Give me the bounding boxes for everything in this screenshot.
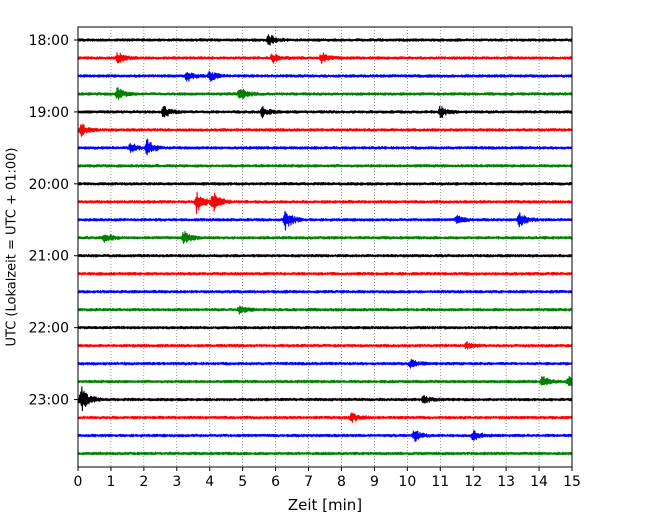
x-tick-label: 0 (74, 474, 83, 490)
y-axis-label: UTC (Lokalzeit = UTC + 01:00) (5, 148, 20, 347)
x-tick-label: 10 (398, 474, 416, 490)
trace-2115 (77, 271, 573, 276)
x-tick-label: 15 (563, 474, 581, 490)
trace-1930 (77, 138, 573, 156)
trace-1915 (77, 123, 573, 137)
x-tick-label: 12 (464, 474, 482, 490)
x-tick-label: 2 (139, 474, 148, 490)
trace-1845 (77, 87, 573, 101)
y-tick-label: 22:00 (29, 321, 69, 337)
trace-2245 (77, 375, 573, 387)
x-tick-label: 5 (238, 474, 247, 490)
x-tick-label: 8 (337, 474, 346, 490)
x-tick-label: 7 (304, 474, 313, 490)
x-tick-label: 13 (497, 474, 515, 490)
vertical-grid (110, 27, 540, 467)
y-tick-label: 19:00 (29, 105, 69, 121)
trace-1900 (77, 105, 573, 119)
y-tick-label: 18:00 (29, 33, 69, 49)
trace-2015 (77, 191, 573, 215)
y-axis: 18:00 19:00 20:00 21:00 22:00 23:00 (29, 33, 78, 409)
x-axis-label: Zeit [min] (288, 496, 362, 514)
trace-1830 (77, 70, 573, 82)
trace-1945 (77, 164, 573, 168)
x-axis: 0 1 2 3 4 5 6 7 8 9 10 11 12 13 14 15 (74, 467, 581, 490)
trace-group (77, 34, 573, 456)
trace-2030 (77, 210, 573, 231)
x-tick-label: 14 (530, 474, 548, 490)
trace-2130 (77, 289, 573, 294)
trace-2230 (77, 358, 573, 369)
trace-2045 (77, 230, 573, 244)
trace-2000 (77, 181, 573, 186)
x-tick-label: 1 (106, 474, 115, 490)
trace-2200 (77, 325, 573, 330)
plot-frame (77, 26, 573, 468)
trace-2145 (77, 305, 573, 315)
trace-2215 (77, 341, 573, 350)
x-tick-label: 3 (172, 474, 181, 490)
x-tick-label: 6 (271, 474, 280, 490)
y-tick-label: 23:00 (29, 393, 69, 409)
x-tick-label: 11 (431, 474, 449, 490)
y-tick-label: 21:00 (29, 249, 69, 265)
trace-2100 (77, 253, 573, 258)
trace-1800 (77, 34, 573, 46)
trace-2300 (77, 386, 573, 412)
x-tick-label: 4 (205, 474, 214, 490)
trace-2315 (77, 412, 573, 423)
x-tick-label: 9 (370, 474, 379, 490)
trace-1815 (77, 52, 573, 65)
y-tick-label: 20:00 (29, 177, 69, 193)
trace-2345 (77, 451, 573, 456)
trace-2330 (77, 430, 573, 443)
